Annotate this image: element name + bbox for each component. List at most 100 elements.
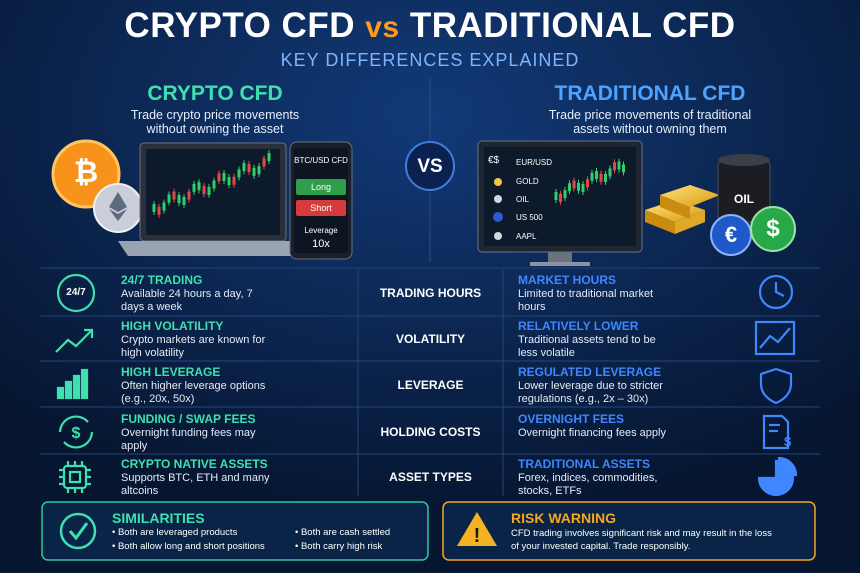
check-icon [68,522,89,541]
title-vs: vs [365,11,400,44]
phone-pair: BTC/USD CFD [294,156,348,165]
candle-body [257,166,261,175]
candle-body [202,186,206,195]
candle-body [182,196,186,205]
similarity-text: Both are leveraged products [117,527,238,538]
svg-text:$: $ [784,434,792,449]
traditional-row-text: Limited to traditional market hours [518,288,654,313]
candle-body [152,204,156,212]
candle-body [187,191,191,200]
candle-body [613,162,616,171]
row-label: ASSET TYPES [389,470,472,484]
row-label: LEVERAGE [397,378,464,392]
candle-body [604,173,607,182]
row-icons-left: $ [55,273,96,493]
candle-body [157,206,161,215]
row-label: TRADING HOURS [379,286,482,300]
traditional-row-text: Traditional assets tend to be less volat… [518,334,656,359]
crypto-description: Trade crypto price movements without own… [130,108,300,137]
table-grid [40,267,820,496]
risk-title: RISK WARNING [511,510,616,526]
similarity-item: • Both are leveraged products [112,527,238,538]
candle-body [207,186,211,195]
traditional-row-title: OVERNIGHT FEES [518,412,625,426]
candle-body [192,183,196,192]
crypto-row-title: HIGH LEVERAGE [121,365,221,379]
candle-body [586,179,589,188]
risk-text: CFD trading involves significant risk an… [511,528,772,552]
candle-body [599,173,603,182]
vs-label: VS [417,156,443,177]
crypto-row-text: Often higher leverage options (e.g., 20x… [121,380,266,405]
candle-body [595,170,598,179]
candle-body [167,194,171,203]
traditional-title: TRADITIONAL CFD [554,82,746,105]
coin-symbol: $ [766,215,780,242]
asset: AAPL [516,232,537,241]
candle-body [217,173,221,182]
monitor [477,140,643,266]
vs-badge [405,141,455,191]
similarities-title: SIMILARITIES [112,510,205,526]
candle-body [572,180,576,189]
candle-body [617,161,621,170]
candle-body [162,202,166,211]
btc-symbol: ₿ [73,156,99,189]
candle-body [568,183,571,192]
candle-body [232,176,236,185]
candle-body [577,182,580,191]
crypto-title: CRYPTO CFD [147,82,283,105]
candle-body [177,195,181,204]
barrel-label: OIL [734,192,754,206]
traditional-row-title: RELATIVELY LOWER [518,319,639,333]
similarity-item: • Both carry high risk [295,541,383,552]
risk-box [442,501,816,561]
crypto-row-title: HIGH VOLATILITY [121,319,224,333]
similarity-text: Both allow long and short positions [117,541,265,552]
short-button[interactable]: Short [296,200,346,216]
asset: GOLD [516,177,539,186]
candle-body [227,177,231,186]
row-label: HOLDING COSTS [380,425,481,439]
coin-symbol: € [724,222,738,247]
candle-body [563,190,567,199]
candle-body [197,182,201,191]
traditional-row-title: REGULATED LEVERAGE [518,365,662,379]
candle-body [172,191,176,200]
check-icon [59,512,97,550]
crypto-row-title: FUNDING / SWAP FEES [121,412,256,426]
candle-body [247,163,251,172]
candle-body [212,180,216,189]
crypto-row-text: Overnight funding fees may apply [121,427,256,452]
warning-icon [457,512,497,546]
traditional-row-title: MARKET HOURS [518,273,616,287]
crypto-row-text: Available 24 hours a day, 7 days a week [121,288,253,313]
monitor-icon: €$ [488,155,500,166]
candle-body [622,164,625,173]
candle-body [554,192,558,200]
similarities-box [41,501,429,561]
traditional-assets-art [645,154,796,256]
warning-icon: ! [474,525,481,547]
long-button[interactable]: Long [296,179,346,195]
traditional-row-title: TRADITIONAL ASSETS [518,457,651,471]
title-left: CRYPTO CFD [124,6,355,45]
traditional-row-text: Lower leverage due to stricter regulatio… [518,380,663,405]
title-right: TRADITIONAL CFD [409,6,736,45]
candle-body [581,183,585,192]
candle-body [242,163,246,172]
crypto-row-title: 24/7 TRADING [121,273,203,287]
laptop [118,142,308,256]
similarity-text: Both are cash settled [300,527,391,538]
row-label: VOLATILITY [395,332,466,346]
candle-body [590,172,594,181]
traditional-description: Trade price movements of traditional ass… [548,108,752,137]
candle-body [237,169,241,178]
icon-label: 24/7 [66,287,86,298]
crypto-row-title: CRYPTO NATIVE ASSETS [121,457,268,471]
subtitle: KEY DIFFERENCES EXPLAINED [280,50,580,70]
candle-body [559,193,562,202]
candle-body [222,172,226,181]
